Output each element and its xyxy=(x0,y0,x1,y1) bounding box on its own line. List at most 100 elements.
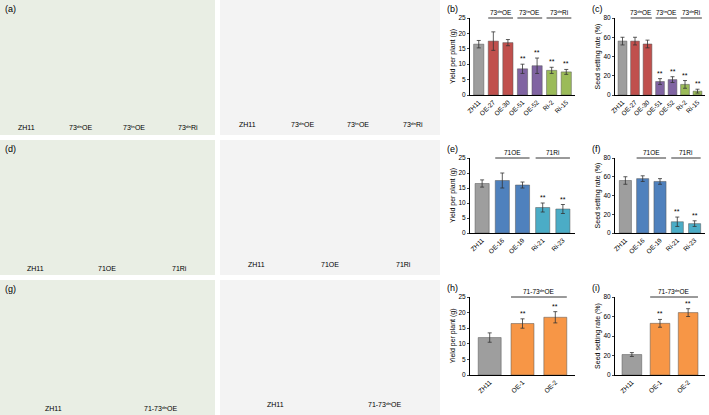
svg-text:71-73ᵈⁿOE: 71-73ᵈⁿOE xyxy=(368,401,402,408)
svg-text:OE-1: OE-1 xyxy=(510,378,526,394)
svg-text:80: 80 xyxy=(603,154,611,161)
svg-text:Ri-2: Ri-2 xyxy=(541,98,555,112)
svg-text:OE-27: OE-27 xyxy=(620,98,639,117)
svg-text:**: ** xyxy=(520,310,526,317)
svg-text:20: 20 xyxy=(458,30,466,37)
svg-text:20: 20 xyxy=(458,169,466,176)
svg-text:**: ** xyxy=(695,80,701,87)
svg-text:71OE: 71OE xyxy=(321,261,339,268)
svg-text:71OE: 71OE xyxy=(643,149,660,156)
svg-text:**: ** xyxy=(540,194,546,201)
svg-text:**: ** xyxy=(692,212,698,219)
svg-text:OE-51: OE-51 xyxy=(507,98,526,117)
svg-text:25: 25 xyxy=(458,154,466,161)
svg-text:5: 5 xyxy=(462,76,466,83)
svg-text:15: 15 xyxy=(458,184,466,191)
svg-text:ZH11: ZH11 xyxy=(18,124,35,131)
svg-text:Yield per plant (g): Yield per plant (g) xyxy=(449,29,457,84)
svg-text:OE-51: OE-51 xyxy=(645,98,664,117)
svg-text:**: ** xyxy=(674,208,680,215)
svg-text:OE-27: OE-27 xyxy=(478,98,497,117)
svg-text:(d): (d) xyxy=(5,144,16,154)
svg-text:15: 15 xyxy=(458,324,466,331)
svg-text:Seed setting rate (%): Seed setting rate (%) xyxy=(594,24,602,90)
svg-text:**: ** xyxy=(520,55,526,62)
svg-text:OE-16: OE-16 xyxy=(627,236,646,255)
svg-text:**: ** xyxy=(657,70,663,77)
svg-text:0: 0 xyxy=(607,229,611,236)
svg-text:80: 80 xyxy=(603,14,611,21)
svg-text:(h): (h) xyxy=(447,283,458,293)
svg-text:20: 20 xyxy=(603,352,611,359)
svg-text:**: ** xyxy=(552,303,558,310)
svg-text:10: 10 xyxy=(458,340,466,347)
svg-text:0: 0 xyxy=(607,91,611,98)
svg-text:71OE: 71OE xyxy=(504,149,521,156)
svg-text:ZH11: ZH11 xyxy=(610,98,626,114)
svg-text:73ᵈⁿRi: 73ᵈⁿRi xyxy=(178,124,198,131)
svg-text:5: 5 xyxy=(462,214,466,221)
svg-text:ZH11: ZH11 xyxy=(619,378,635,394)
svg-text:OE-52: OE-52 xyxy=(657,98,676,117)
svg-text:Ri-15: Ri-15 xyxy=(685,98,701,114)
svg-text:OE-16: OE-16 xyxy=(487,236,506,255)
svg-text:25: 25 xyxy=(458,14,466,21)
svg-text:73ᵈⁿOE: 73ᵈⁿOE xyxy=(291,121,314,128)
svg-text:71OE: 71OE xyxy=(98,265,116,272)
svg-text:73ᵈⁿRi: 73ᵈⁿRi xyxy=(550,9,568,16)
svg-text:(b): (b) xyxy=(447,4,458,14)
svg-text:0: 0 xyxy=(462,371,466,378)
svg-text:ZH11: ZH11 xyxy=(613,236,629,252)
svg-text:25: 25 xyxy=(458,293,466,300)
svg-text:Ri-2: Ri-2 xyxy=(675,98,689,112)
svg-text:0: 0 xyxy=(607,371,611,378)
svg-text:(i): (i) xyxy=(592,283,600,293)
svg-text:73ᵗⁿOE: 73ᵗⁿOE xyxy=(519,9,540,16)
svg-text:(e): (e) xyxy=(447,144,458,154)
svg-text:ZH11: ZH11 xyxy=(267,401,284,408)
svg-text:20: 20 xyxy=(458,309,466,316)
svg-text:OE-2: OE-2 xyxy=(675,378,691,394)
svg-text:**: ** xyxy=(534,49,540,56)
svg-text:OE-2: OE-2 xyxy=(543,378,559,394)
svg-text:40: 40 xyxy=(603,53,611,60)
svg-text:40: 40 xyxy=(603,192,611,199)
svg-text:Ri-15: Ri-15 xyxy=(553,98,569,114)
svg-text:71Ri: 71Ri xyxy=(679,149,692,156)
svg-text:71-73ᵈⁿOE: 71-73ᵈⁿOE xyxy=(658,288,690,295)
svg-text:60: 60 xyxy=(603,34,611,41)
svg-text:73ᵗⁿOE: 73ᵗⁿOE xyxy=(123,124,145,131)
svg-text:20: 20 xyxy=(603,72,611,79)
svg-text:40: 40 xyxy=(603,332,611,339)
svg-text:60: 60 xyxy=(603,313,611,320)
svg-text:**: ** xyxy=(685,300,691,307)
svg-text:Ri-21: Ri-21 xyxy=(530,236,546,252)
svg-text:71Ri: 71Ri xyxy=(172,265,187,272)
svg-text:60: 60 xyxy=(603,173,611,180)
svg-text:**: ** xyxy=(549,58,555,65)
svg-text:0: 0 xyxy=(462,91,466,98)
svg-text:OE-30: OE-30 xyxy=(632,98,651,117)
svg-text:ZH11: ZH11 xyxy=(239,121,256,128)
svg-text:71-73ᵈⁿOE: 71-73ᵈⁿOE xyxy=(144,405,178,412)
svg-text:ZH11: ZH11 xyxy=(45,405,62,412)
svg-text:**: ** xyxy=(563,60,569,67)
svg-text:OE-1: OE-1 xyxy=(647,378,663,394)
svg-text:ZH11: ZH11 xyxy=(469,236,485,252)
svg-text:Seed setting rate (%): Seed setting rate (%) xyxy=(594,303,602,369)
svg-text:Yield per plant (g): Yield per plant (g) xyxy=(449,168,457,223)
svg-text:**: ** xyxy=(560,196,566,203)
svg-text:71Ri: 71Ri xyxy=(546,149,559,156)
svg-text:ZH11: ZH11 xyxy=(477,378,493,394)
svg-text:73ᵈⁿRi: 73ᵈⁿRi xyxy=(403,121,423,128)
svg-text:0: 0 xyxy=(462,229,466,236)
svg-text:80: 80 xyxy=(603,293,611,300)
svg-text:73ᵈⁿOE: 73ᵈⁿOE xyxy=(630,9,652,16)
svg-text:71-73ᵈⁿOE: 71-73ᵈⁿOE xyxy=(523,288,555,295)
svg-text:Yield per plant (g): Yield per plant (g) xyxy=(449,309,457,364)
svg-text:ZH11: ZH11 xyxy=(466,98,482,114)
svg-text:**: ** xyxy=(657,310,663,317)
svg-text:**: ** xyxy=(682,72,688,79)
svg-text:OE-52: OE-52 xyxy=(522,98,541,117)
svg-text:(a): (a) xyxy=(5,4,16,14)
